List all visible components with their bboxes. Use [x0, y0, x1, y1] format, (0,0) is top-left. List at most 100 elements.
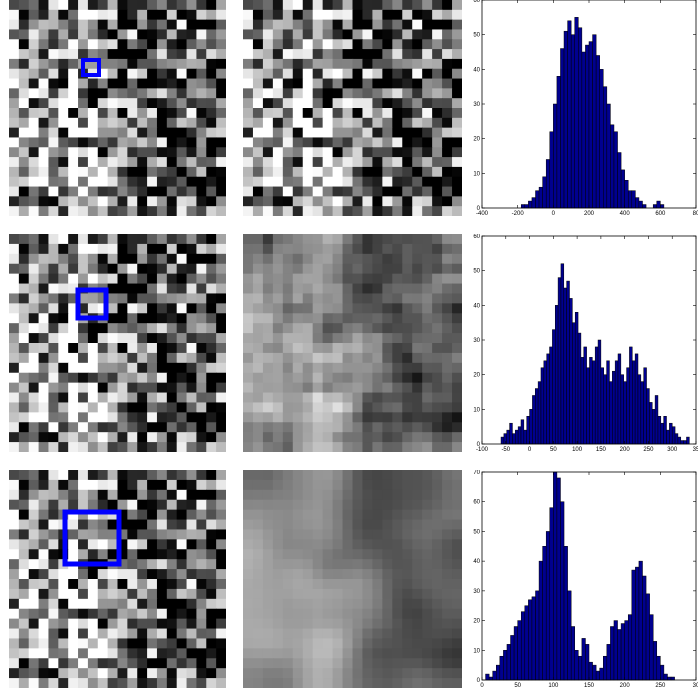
pixel-cell — [442, 234, 453, 245]
pixel-cell — [117, 206, 128, 216]
pixel-cell — [196, 519, 207, 531]
pixel-cell — [402, 49, 413, 60]
pixel-cell — [362, 147, 373, 158]
pixel-cell — [38, 313, 50, 324]
pixel-cell — [432, 186, 443, 197]
x-tick-label: 200 — [620, 683, 631, 689]
pixel-cell — [127, 569, 138, 580]
histogram-bar — [563, 546, 568, 681]
pixel-cell — [216, 658, 226, 669]
pixel-cell — [78, 382, 89, 394]
pixel-cell — [127, 618, 138, 630]
pixel-cell — [243, 98, 254, 109]
pixel-cell — [452, 19, 462, 31]
pixel-cell — [292, 283, 304, 295]
pixel-cell — [127, 49, 138, 60]
x-tick-label: -400 — [476, 211, 489, 217]
pixel-cell — [117, 499, 128, 511]
pixel-cell — [392, 470, 403, 481]
pixel-cell — [186, 186, 198, 197]
pixel-cell — [402, 519, 413, 531]
pixel-cell — [442, 196, 453, 207]
pixel-cell — [147, 108, 158, 119]
histogram-bar — [585, 44, 590, 209]
pixel-cell — [176, 519, 188, 531]
pixel-cell — [38, 618, 50, 630]
pixel-cell — [58, 352, 69, 364]
pixel-cell — [196, 108, 207, 119]
pixel-cell — [362, 29, 373, 40]
pixel-cell — [206, 263, 217, 275]
histogram-bar — [496, 664, 501, 681]
pixel-cell — [422, 470, 433, 481]
histogram-bar — [538, 560, 543, 681]
pixel-cell — [196, 668, 207, 679]
pixel-cell — [206, 19, 217, 31]
pixel-cell — [156, 628, 168, 640]
pixel-cell — [322, 598, 334, 610]
pixel-cell — [28, 58, 40, 70]
pixel-cell — [282, 29, 294, 40]
pixel-cell — [186, 618, 198, 630]
pixel-cell — [342, 313, 354, 324]
pixel-cell — [97, 78, 109, 89]
pixel-cell — [442, 549, 453, 560]
pixel-cell — [166, 559, 178, 570]
pixel-cell — [402, 658, 413, 669]
pixel-cell — [107, 442, 119, 452]
pixel-cell — [442, 382, 453, 394]
pixel-cell — [412, 598, 423, 610]
pixel-cell — [87, 343, 99, 354]
pixel-cell — [68, 588, 79, 600]
histogram-bar — [556, 477, 561, 681]
pixel-cell — [422, 402, 433, 413]
pixel-cell — [243, 273, 254, 285]
pixel-cell — [9, 58, 20, 70]
pixel-cell — [302, 49, 314, 60]
pixel-cell — [68, 442, 79, 452]
pixel-cell — [176, 362, 188, 374]
pixel-cell — [216, 442, 226, 452]
pixel-cell — [156, 273, 168, 285]
pixel-cell — [302, 19, 314, 31]
y-tick-label: 30 — [473, 338, 480, 344]
pixel-cell — [117, 470, 128, 481]
pixel-cell — [372, 549, 383, 560]
pixel-cell — [48, 333, 59, 344]
pixel-cell — [302, 519, 314, 531]
pixel-cell — [206, 283, 217, 295]
pixel-cell — [186, 58, 198, 70]
pixel-cell — [78, 362, 89, 374]
pixel-cell — [302, 392, 314, 404]
pixel-cell — [292, 323, 304, 334]
pixel-cell — [9, 382, 20, 394]
pixel-cell — [272, 392, 284, 404]
pixel-cell — [312, 372, 324, 384]
pixel-cell — [18, 352, 30, 364]
pixel-cell — [58, 412, 69, 423]
pixel-cell — [432, 68, 443, 80]
pixel-cell — [252, 108, 264, 119]
pixel-cell — [137, 253, 148, 265]
pixel-cell — [137, 78, 148, 89]
pixel-cell — [87, 569, 99, 580]
pixel-cell — [137, 539, 148, 550]
pixel-cell — [312, 147, 324, 158]
pixel-cell — [412, 234, 423, 245]
pixel-cell — [442, 186, 453, 197]
pixel-cell — [442, 117, 453, 129]
pixel-cell — [412, 539, 423, 550]
pixel-cell — [137, 598, 148, 610]
pixel-cell — [432, 499, 443, 511]
pixel-cell — [196, 608, 207, 620]
pixel-cell — [166, 529, 178, 540]
pixel-cell — [352, 186, 364, 197]
pixel-cell — [372, 499, 383, 511]
histogram-bar — [599, 667, 604, 681]
pixel-cell — [312, 479, 324, 491]
pixel-cell — [156, 579, 168, 590]
pixel-cell — [372, 58, 383, 70]
pixel-cell — [292, 253, 304, 265]
pixel-cell — [117, 442, 128, 452]
pixel-cell — [422, 519, 433, 531]
